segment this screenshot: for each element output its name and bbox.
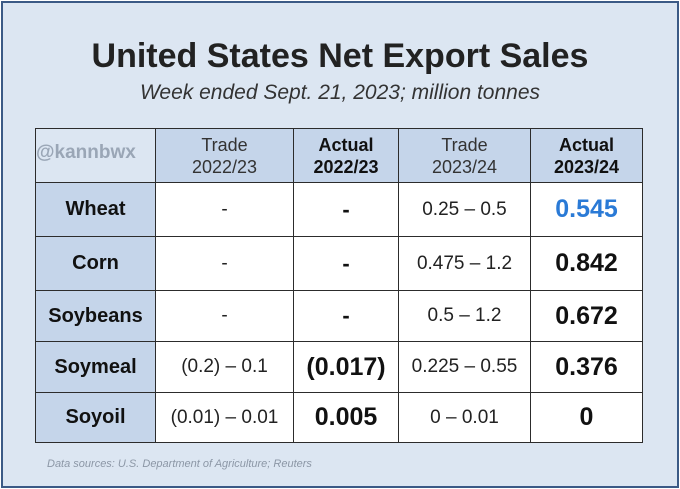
cell-actual-2022-23: - [293, 290, 399, 342]
cell-trade-2022-23: - [155, 236, 294, 291]
table-row: Wheat - - 0.25 – 0.5 0.545 [35, 182, 643, 237]
table-row: Soyoil (0.01) – 0.01 0.005 0 – 0.01 0 [35, 392, 643, 443]
cell-trade-2023-24: 0.225 – 0.55 [398, 341, 531, 393]
cell-actual-2023-24: 0.545 [530, 182, 643, 237]
table-row: Soybeans - - 0.5 – 1.2 0.672 [35, 290, 643, 342]
cell-actual-2023-24: 0.672 [530, 290, 643, 342]
page-title: United States Net Export Sales [91, 37, 589, 75]
column-header-actual-2022-23: Actual 2022/23 [293, 128, 399, 183]
cell-trade-2023-24: 0 – 0.01 [398, 392, 531, 443]
table-corner [35, 128, 156, 183]
column-header-actual-2023-24: Actual 2023/24 [530, 128, 643, 183]
cell-actual-2022-23: - [293, 236, 399, 291]
cell-trade-2022-23: (0.01) – 0.01 [155, 392, 294, 443]
cell-actual-2023-24: 0 [530, 392, 643, 443]
cell-trade-2022-23: - [155, 182, 294, 237]
row-label-soymeal: Soymeal [35, 341, 156, 393]
cell-actual-2023-24: 0.842 [530, 236, 643, 291]
source-note: Data sources: U.S. Department of Agricul… [47, 458, 312, 470]
cell-actual-2022-23: (0.017) [293, 341, 399, 393]
cell-trade-2023-24: 0.5 – 1.2 [398, 290, 531, 342]
row-label-soybeans: Soybeans [35, 290, 156, 342]
row-label-soyoil: Soyoil [35, 392, 156, 443]
author-watermark: @kannbwx [36, 142, 136, 163]
row-label-corn: Corn [35, 236, 156, 291]
cell-actual-2022-23: 0.005 [293, 392, 399, 443]
column-header-trade-2022-23: Trade 2022/23 [155, 128, 294, 183]
cell-actual-2023-24: 0.376 [530, 341, 643, 393]
page-subtitle: Week ended Sept. 21, 2023; million tonne… [139, 81, 541, 104]
cell-actual-2022-23: - [293, 182, 399, 237]
cell-trade-2022-23: - [155, 290, 294, 342]
row-label-wheat: Wheat [35, 182, 156, 237]
table-row: Corn - - 0.475 – 1.2 0.842 [35, 236, 643, 291]
cell-trade-2022-23: (0.2) – 0.1 [155, 341, 294, 393]
column-header-trade-2023-24: Trade 2023/24 [398, 128, 531, 183]
table-row: Soymeal (0.2) – 0.1 (0.017) 0.225 – 0.55… [35, 341, 643, 393]
export-sales-table: Trade 2022/23 Actual 2022/23 Trade 2023/… [35, 128, 643, 443]
cell-trade-2023-24: 0.25 – 0.5 [398, 182, 531, 237]
cell-trade-2023-24: 0.475 – 1.2 [398, 236, 531, 291]
